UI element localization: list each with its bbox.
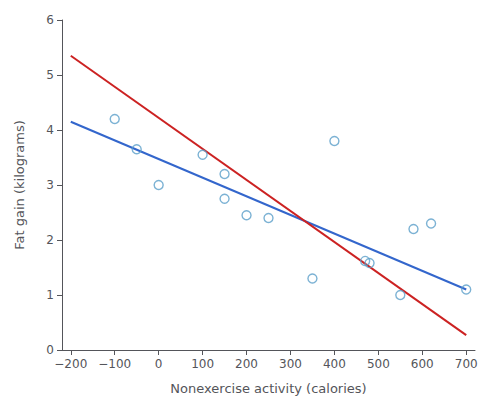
svg-text:4: 4 — [46, 123, 54, 137]
svg-text:200: 200 — [235, 357, 258, 371]
svg-text:6: 6 — [46, 13, 54, 27]
svg-text:3: 3 — [46, 178, 54, 192]
svg-text:5: 5 — [46, 68, 54, 82]
svg-text:100: 100 — [191, 357, 214, 371]
svg-text:700: 700 — [455, 357, 478, 371]
svg-text:300: 300 — [279, 357, 302, 371]
svg-text:−200: −200 — [54, 357, 87, 371]
svg-text:500: 500 — [367, 357, 390, 371]
svg-text:2: 2 — [46, 233, 54, 247]
svg-text:0: 0 — [46, 343, 54, 357]
svg-text:Nonexercise activity (calories: Nonexercise activity (calories) — [170, 381, 366, 396]
svg-text:1: 1 — [46, 288, 54, 302]
svg-text:Fat gain (kilograms): Fat gain (kilograms) — [12, 120, 27, 250]
svg-text:0: 0 — [155, 357, 163, 371]
svg-text:400: 400 — [323, 357, 346, 371]
svg-text:600: 600 — [411, 357, 434, 371]
svg-text:−100: −100 — [98, 357, 131, 371]
